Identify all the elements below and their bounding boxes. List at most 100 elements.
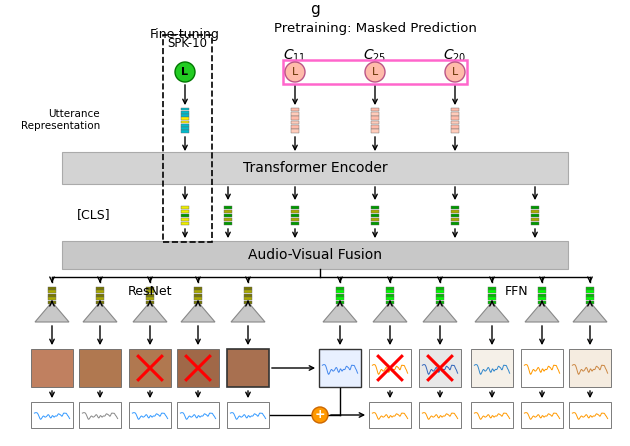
Bar xyxy=(488,290,496,293)
Bar xyxy=(436,286,444,289)
Bar xyxy=(371,214,379,217)
Bar xyxy=(586,301,594,304)
Bar xyxy=(471,402,513,428)
Bar xyxy=(181,210,189,213)
Bar xyxy=(569,349,611,387)
Bar xyxy=(291,214,299,217)
Bar xyxy=(291,210,299,213)
Bar xyxy=(538,297,546,301)
Bar xyxy=(62,241,568,269)
Bar xyxy=(96,294,104,297)
Bar xyxy=(419,349,461,387)
Polygon shape xyxy=(525,302,559,322)
Bar xyxy=(488,297,496,301)
Bar xyxy=(227,402,269,428)
Bar xyxy=(521,349,563,387)
Bar xyxy=(471,349,513,387)
Bar xyxy=(451,206,459,209)
Bar xyxy=(96,290,104,293)
Bar xyxy=(194,286,202,289)
Bar xyxy=(371,116,379,120)
Text: Fine-tuning: Fine-tuning xyxy=(150,28,220,41)
Bar xyxy=(291,125,299,128)
Bar xyxy=(336,294,344,297)
Bar xyxy=(586,294,594,297)
Text: L: L xyxy=(452,67,458,77)
Bar xyxy=(31,349,73,387)
Text: L: L xyxy=(181,67,188,77)
Text: [CLS]: [CLS] xyxy=(76,208,110,222)
Bar xyxy=(531,206,539,209)
Circle shape xyxy=(365,62,385,82)
Text: Audio-Visual Fusion: Audio-Visual Fusion xyxy=(248,248,382,262)
Bar xyxy=(291,120,299,124)
Bar xyxy=(291,218,299,221)
Bar xyxy=(531,210,539,213)
Bar xyxy=(436,301,444,304)
Bar xyxy=(451,107,459,112)
Bar xyxy=(283,60,467,84)
Bar xyxy=(224,214,232,217)
Bar xyxy=(538,301,546,304)
Bar xyxy=(371,112,379,116)
Bar xyxy=(48,294,56,297)
Bar xyxy=(181,114,189,117)
Text: ResNet: ResNet xyxy=(128,285,172,298)
Bar xyxy=(451,112,459,116)
Bar xyxy=(181,214,189,217)
Bar xyxy=(386,286,394,289)
Bar xyxy=(521,402,563,428)
Bar xyxy=(538,286,546,289)
Text: +: + xyxy=(315,409,325,421)
Bar xyxy=(129,349,171,387)
Bar xyxy=(419,402,461,428)
Bar xyxy=(181,206,189,209)
Polygon shape xyxy=(573,302,607,322)
Bar xyxy=(586,297,594,301)
Bar xyxy=(181,111,189,113)
Bar xyxy=(177,402,219,428)
Polygon shape xyxy=(423,302,457,322)
Bar xyxy=(181,130,189,133)
Bar xyxy=(538,290,546,293)
Bar xyxy=(163,35,212,242)
Polygon shape xyxy=(133,302,167,322)
Bar xyxy=(386,290,394,293)
Bar xyxy=(48,301,56,304)
Bar xyxy=(369,402,411,428)
Text: $C_{20}$: $C_{20}$ xyxy=(444,48,467,64)
Bar xyxy=(194,301,202,304)
Bar xyxy=(244,294,252,297)
Bar xyxy=(436,294,444,297)
Bar xyxy=(79,349,121,387)
Bar xyxy=(96,297,104,301)
Bar xyxy=(224,206,232,209)
Text: $C_{25}$: $C_{25}$ xyxy=(364,48,387,64)
Bar xyxy=(488,301,496,304)
Bar xyxy=(224,222,232,225)
Polygon shape xyxy=(181,302,215,322)
Bar xyxy=(96,301,104,304)
Bar xyxy=(451,210,459,213)
Bar xyxy=(451,116,459,120)
Bar xyxy=(224,218,232,221)
Bar xyxy=(244,290,252,293)
Bar xyxy=(531,214,539,217)
Polygon shape xyxy=(35,302,69,322)
Bar xyxy=(244,301,252,304)
Bar xyxy=(146,294,154,297)
Polygon shape xyxy=(323,302,357,322)
Bar xyxy=(488,294,496,297)
Bar xyxy=(48,297,56,301)
Bar xyxy=(224,210,232,213)
Bar xyxy=(291,222,299,225)
Text: SPK-10: SPK-10 xyxy=(168,37,207,50)
Bar xyxy=(244,286,252,289)
Bar xyxy=(244,297,252,301)
Bar xyxy=(181,127,189,130)
Text: FFN: FFN xyxy=(505,285,529,298)
Bar xyxy=(194,290,202,293)
Bar xyxy=(194,294,202,297)
Bar xyxy=(488,286,496,289)
Bar xyxy=(451,222,459,225)
